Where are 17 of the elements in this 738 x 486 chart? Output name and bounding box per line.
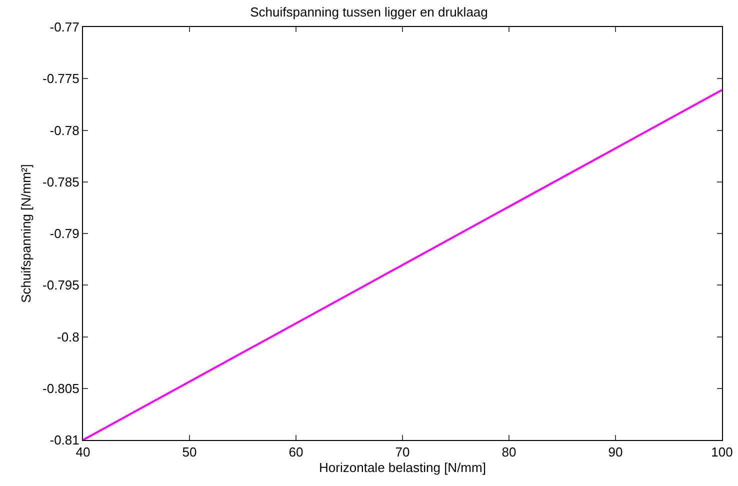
x-tick-label: 90 [608, 444, 623, 460]
y-tick-label: -0.77 [50, 20, 80, 35]
x-tick-label: 70 [395, 444, 410, 460]
y-tick-label: -0.785 [42, 174, 80, 190]
y-tick-label: -0.79 [50, 226, 80, 242]
chart-title: Schuifspanning tussen ligger en druklaag [250, 4, 488, 20]
y-tick-label: -0.795 [42, 278, 80, 293]
x-tick-label: 100 [711, 444, 733, 460]
x-tick-label: 60 [288, 444, 304, 460]
x-axis-title: Horizontale belasting [N/mm] [319, 460, 486, 476]
x-tick-label: 50 [182, 444, 197, 460]
x-tick-label: 80 [502, 444, 516, 460]
y-tick-label: -0.805 [42, 380, 80, 396]
y-tick-label: -0.8 [56, 329, 80, 344]
y-axis-title: Schuifspanning [N/mm²] [18, 164, 34, 303]
y-tick-label: -0.775 [42, 71, 80, 86]
y-tick-label: -0.78 [50, 122, 80, 138]
